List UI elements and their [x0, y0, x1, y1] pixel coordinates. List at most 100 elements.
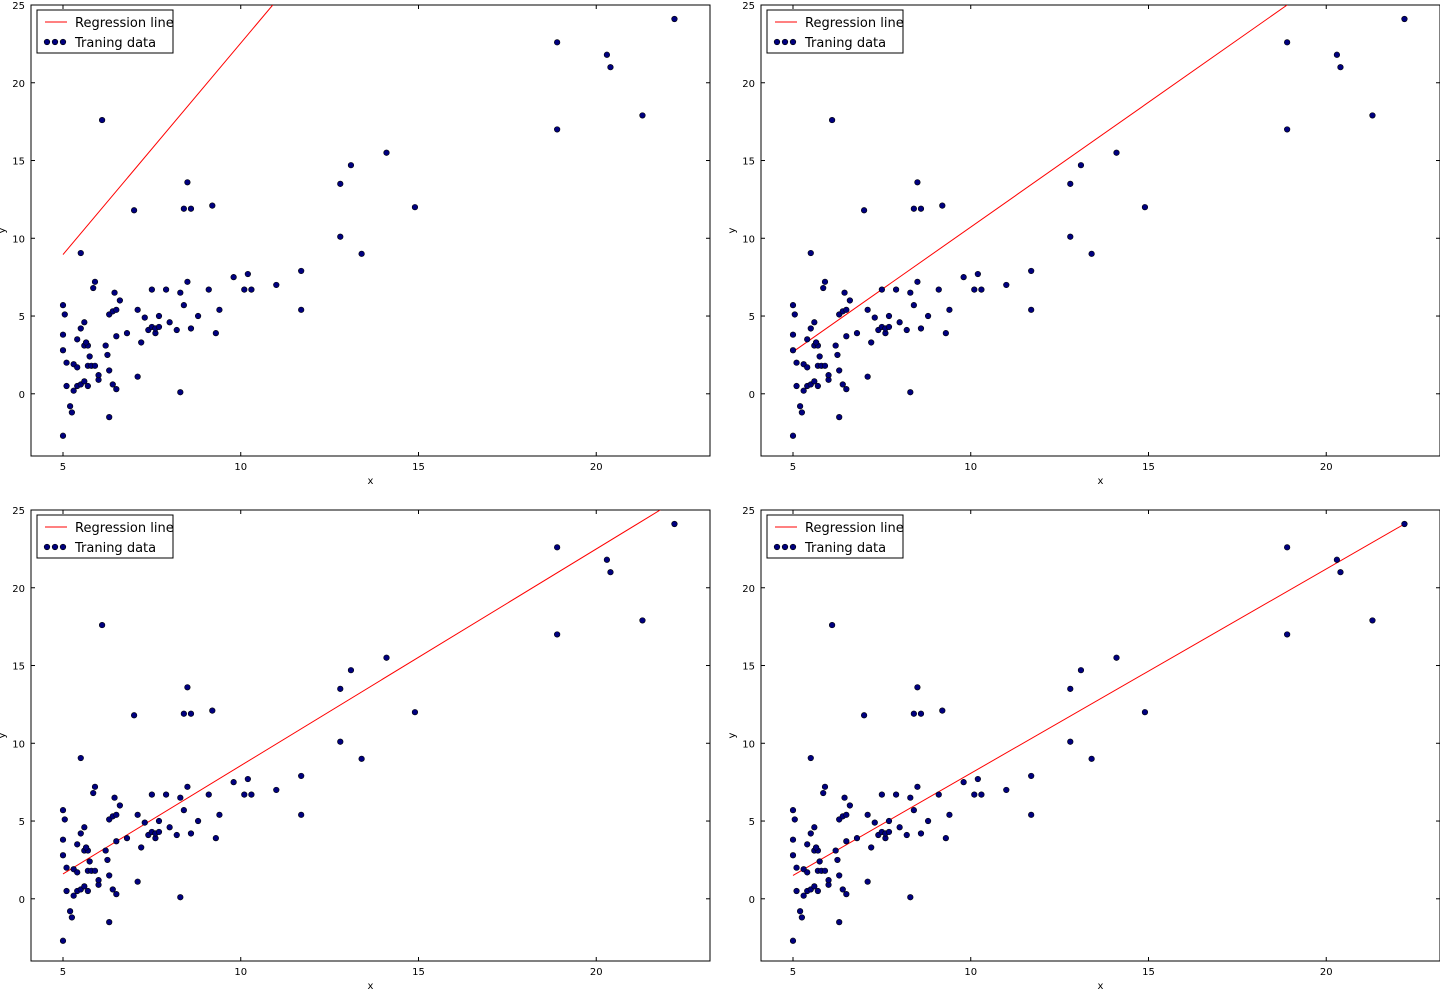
y-tick-label: 15 — [742, 662, 755, 673]
x-tick-label: 10 — [234, 462, 247, 473]
data-point — [843, 891, 850, 898]
data-point — [134, 811, 141, 818]
y-tick-label: 5 — [19, 817, 25, 828]
data-point — [871, 819, 878, 826]
y-tick-label: 25 — [12, 506, 25, 517]
regression-line — [792, 5, 1288, 353]
data-point — [411, 709, 419, 716]
data-point — [903, 326, 910, 334]
data-point — [187, 830, 195, 837]
data-point — [843, 306, 850, 313]
data-point — [141, 819, 148, 826]
data-point — [935, 791, 942, 798]
data-point — [91, 278, 99, 285]
data-point — [347, 162, 355, 169]
data-point — [180, 205, 187, 212]
data-point — [113, 811, 120, 818]
x-tick-label: 15 — [412, 462, 425, 473]
data-point — [74, 336, 81, 343]
data-point — [337, 180, 344, 187]
data-point — [860, 712, 868, 719]
data-point — [1113, 654, 1120, 661]
data-point — [102, 342, 109, 349]
legend-label-regression: Regression line — [805, 16, 904, 31]
x-tick-label: 20 — [1320, 462, 1333, 473]
legend-box — [36, 514, 174, 559]
y-axis-label: y — [0, 227, 8, 233]
data-point — [825, 877, 832, 884]
data-point — [67, 403, 74, 410]
data-point — [1113, 149, 1120, 156]
data-point — [813, 339, 820, 346]
data-point — [187, 325, 195, 332]
data-point — [793, 887, 800, 895]
data-point — [868, 844, 875, 851]
data-point — [971, 791, 978, 798]
data-point — [811, 883, 818, 890]
data-point — [1284, 126, 1291, 133]
data-point — [946, 811, 953, 818]
y-tick-label: 5 — [749, 312, 755, 323]
data-point — [59, 347, 67, 354]
data-point — [98, 621, 106, 629]
legend-point-swatch — [781, 543, 789, 551]
axes-frame — [30, 509, 711, 962]
data-point — [59, 836, 67, 843]
data-point — [804, 364, 811, 371]
data-point — [807, 325, 814, 332]
y-tick-label: 25 — [742, 1, 755, 12]
data-point — [974, 775, 981, 783]
data-point — [789, 347, 797, 354]
data-point — [91, 783, 99, 790]
data-point — [843, 811, 850, 818]
data-point — [173, 326, 180, 334]
data-point — [885, 312, 893, 320]
data-point — [81, 824, 88, 831]
data-point — [1401, 520, 1408, 528]
axes-frame — [30, 4, 711, 457]
axes-frame — [760, 509, 1440, 962]
data-point — [797, 908, 804, 915]
data-point — [821, 362, 829, 369]
data-point — [155, 817, 163, 825]
data-point — [59, 432, 67, 439]
data-point — [834, 856, 841, 864]
data-point — [70, 892, 77, 899]
data-point — [63, 887, 70, 895]
data-point — [130, 207, 138, 214]
data-point — [1067, 233, 1074, 240]
data-point — [907, 794, 914, 801]
data-point — [825, 372, 832, 379]
data-point — [974, 270, 981, 278]
x-tick-label: 20 — [590, 462, 603, 473]
regression-line — [792, 523, 1405, 876]
data-point — [814, 887, 821, 895]
data-point — [807, 249, 814, 257]
data-point — [74, 364, 81, 371]
data-point — [1369, 617, 1376, 624]
data-point — [1088, 755, 1095, 762]
x-tick-label: 20 — [590, 967, 603, 978]
data-point — [607, 569, 614, 576]
data-point — [793, 864, 800, 871]
data-point — [177, 794, 184, 801]
y-tick-label: 10 — [742, 739, 755, 750]
data-point — [134, 878, 141, 885]
data-point — [230, 274, 237, 281]
data-point — [63, 359, 70, 366]
data-point — [793, 359, 800, 366]
data-point — [853, 330, 861, 337]
data-point — [791, 311, 798, 318]
legend-label-training: Traning data — [804, 541, 886, 556]
x-tick-label: 20 — [1320, 967, 1333, 978]
data-point — [1141, 709, 1149, 716]
data-point — [74, 841, 81, 848]
data-point — [383, 149, 390, 156]
data-point — [603, 51, 611, 58]
data-point — [864, 306, 871, 313]
x-tick-label: 10 — [964, 967, 977, 978]
data-point — [63, 382, 70, 390]
x-tick-label: 5 — [60, 462, 66, 473]
data-point — [113, 838, 120, 845]
legend-label-training: Traning data — [804, 36, 886, 51]
